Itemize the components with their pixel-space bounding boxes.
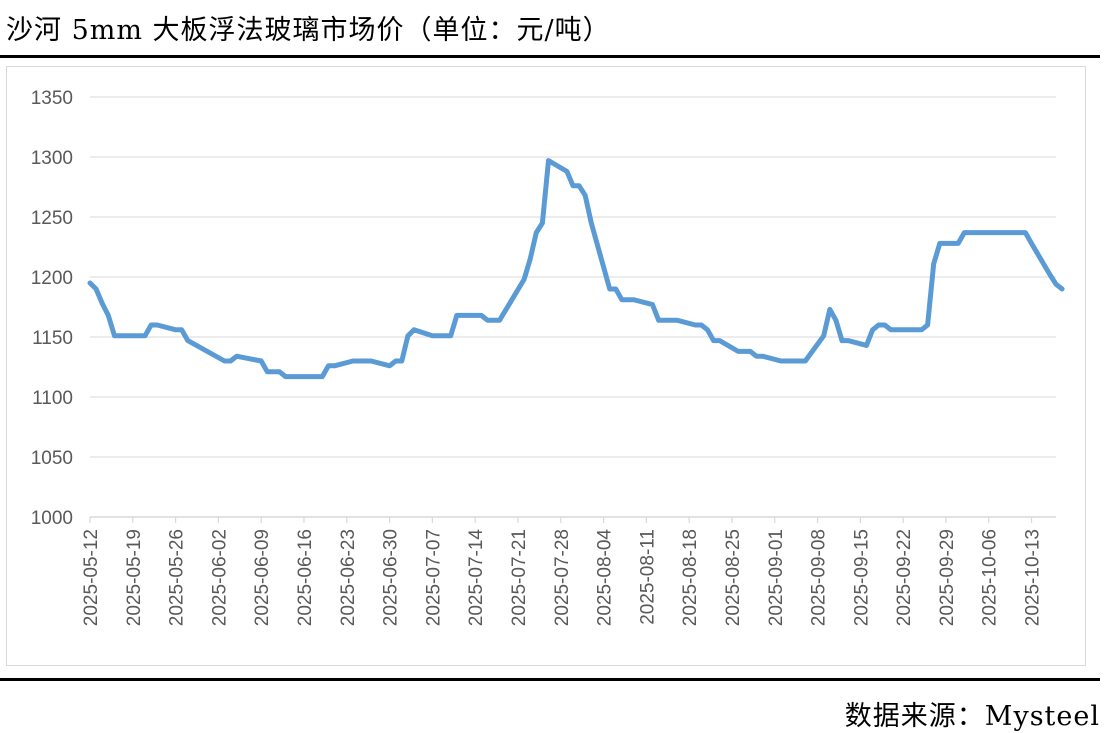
x-tick-label: 2025-07-07 bbox=[423, 529, 444, 626]
x-tick-label: 2025-06-16 bbox=[295, 529, 316, 626]
x-tick-label: 2025-05-12 bbox=[81, 529, 102, 626]
y-tick-label: 1350 bbox=[31, 88, 73, 109]
y-tick-label: 1050 bbox=[31, 448, 73, 469]
x-tick-label: 2025-08-04 bbox=[595, 529, 616, 627]
chart-title: 沙河 5mm 大板浮法玻璃市场价（单位：元/吨） bbox=[6, 15, 611, 46]
x-tick-label: 2025-08-25 bbox=[723, 529, 744, 626]
top-rule bbox=[0, 55, 1100, 58]
y-tick-label: 1300 bbox=[31, 148, 73, 169]
x-tick-label: 2025-07-14 bbox=[466, 529, 487, 627]
x-tick-label: 2025-06-09 bbox=[252, 529, 273, 626]
series-layer bbox=[87, 158, 1065, 380]
y-tick-label: 1100 bbox=[32, 388, 73, 409]
x-tick-label: 2025-08-18 bbox=[680, 529, 701, 626]
x-tick-label: 2025-07-28 bbox=[552, 529, 573, 626]
x-tick-label: 2025-05-26 bbox=[167, 529, 188, 626]
x-axis: 2025-05-12 2025-05-19 2025-05-26 2025-06-02… bbox=[81, 516, 1056, 627]
x-tick-label: 2025-09-15 bbox=[851, 529, 872, 626]
y-tick-label: 1250 bbox=[31, 208, 73, 229]
x-tick-label: 2025-06-23 bbox=[338, 529, 359, 626]
x-tick-label: 2025-06-02 bbox=[209, 529, 230, 626]
x-tick-label: 2025-09-08 bbox=[809, 529, 830, 626]
y-tick-label: 1000 bbox=[31, 508, 73, 529]
data-source: 数据来源：Mysteel bbox=[844, 701, 1100, 732]
x-tick-label: 2025-08-11 bbox=[637, 529, 658, 625]
gridlines bbox=[90, 96, 1056, 458]
x-tick-label: 2025-05-19 bbox=[124, 529, 145, 626]
x-tick-label: 2025-09-29 bbox=[937, 529, 958, 626]
x-tick-label: 2025-09-22 bbox=[894, 529, 915, 626]
x-tick-label: 2025-06-30 bbox=[381, 529, 402, 626]
y-tick-labels: 1000 1050 1100 1150 1200 1250 1300 1350 bbox=[31, 88, 73, 529]
x-tick-label: 2025-10-13 bbox=[1023, 529, 1044, 626]
x-tick-label: 2025-09-01 bbox=[766, 529, 787, 626]
y-tick-label: 1150 bbox=[32, 328, 73, 349]
chart-frame bbox=[6, 66, 1086, 666]
y-tick-label: 1200 bbox=[31, 268, 73, 289]
x-tick-label: 2025-07-21 bbox=[509, 529, 530, 626]
x-tick-label: 2025-10-06 bbox=[980, 529, 1001, 626]
bottom-rule bbox=[0, 678, 1100, 681]
series-line-0 bbox=[87, 158, 1065, 380]
